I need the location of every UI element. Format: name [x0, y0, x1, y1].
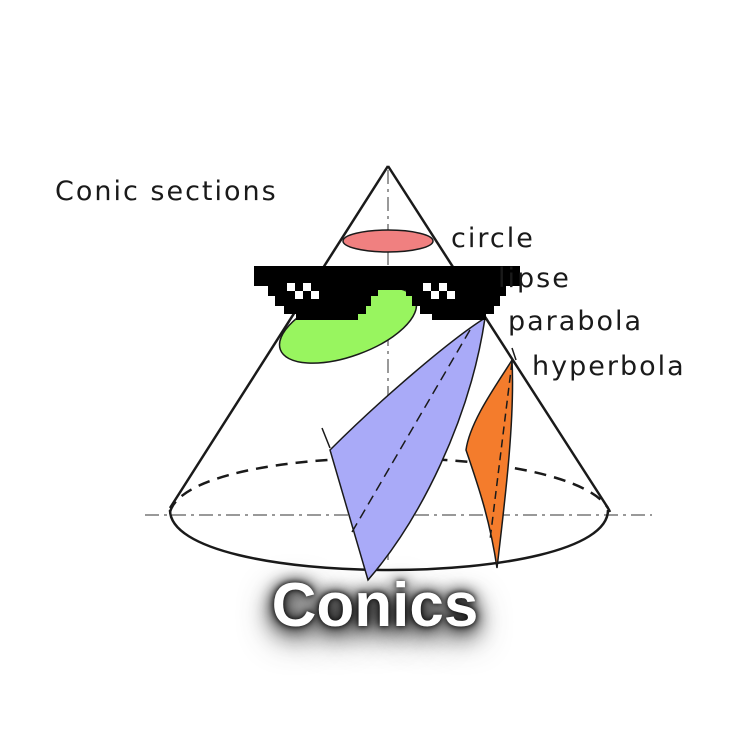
circle-section — [342, 229, 434, 253]
cone-right-side — [386, 165, 610, 509]
cone-base-front — [168, 509, 610, 572]
hyperbola-section-axis — [489, 361, 513, 541]
ellipse-label: lipse — [498, 263, 571, 294]
diagram-title: Conic sections — [55, 176, 278, 207]
cone-left-side — [168, 165, 390, 509]
circle-label: circle — [451, 223, 535, 254]
parabola-tick — [321, 427, 331, 449]
parabola-section — [329, 316, 486, 582]
hyperbola-tick — [511, 347, 517, 361]
parabola-section-axis — [351, 329, 471, 533]
hyperbola-label: hyperbola — [532, 351, 686, 382]
pixel-sunglasses-icon — [254, 266, 520, 320]
hyperbola-section — [465, 357, 514, 569]
parabola-label: parabola — [508, 306, 644, 337]
caption-title: Conics — [271, 571, 479, 640]
